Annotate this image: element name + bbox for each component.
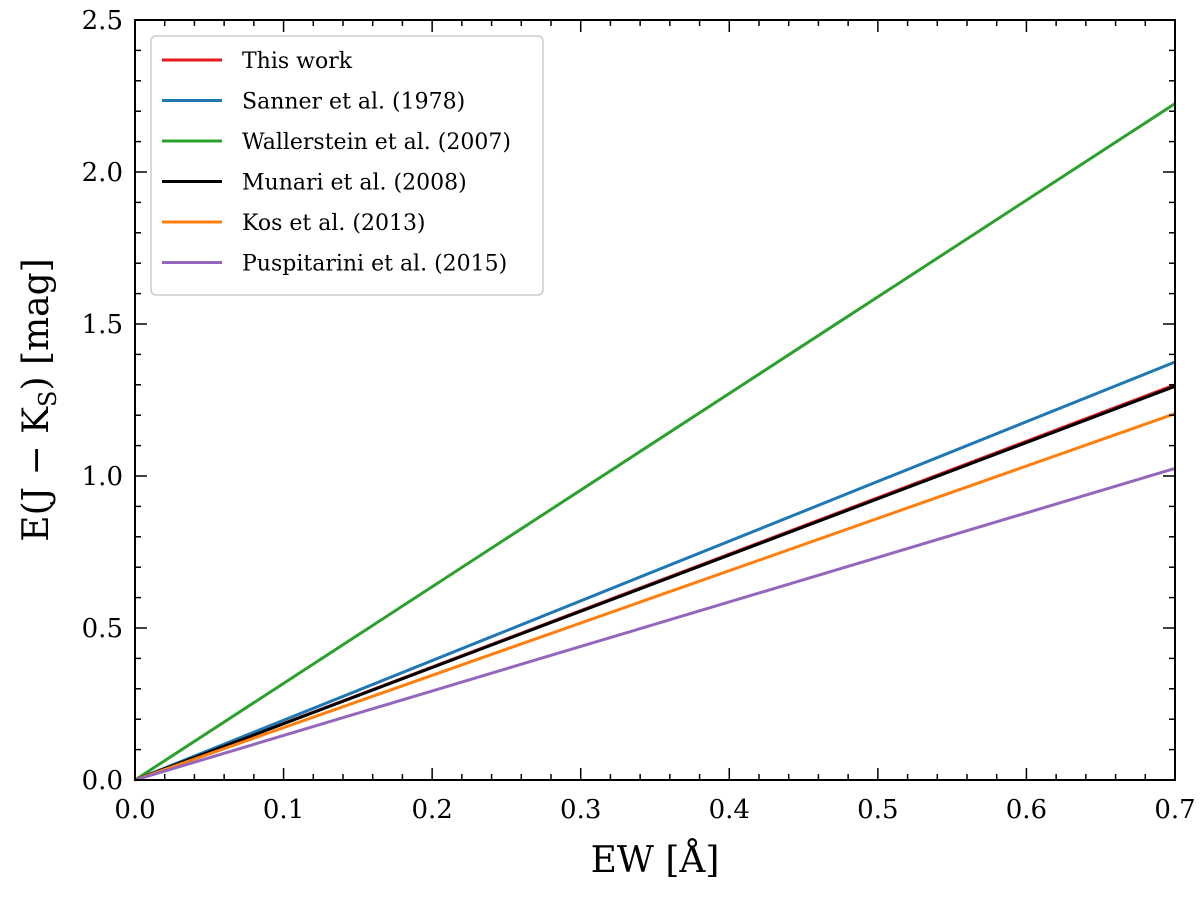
plot-frame: [134, 19, 1176, 781]
y-tick-label: 1.5: [82, 310, 123, 340]
series-line-1: [134, 360, 1176, 782]
y-tick-label: 1.0: [82, 462, 123, 492]
x-tick-label: 0.4: [709, 795, 750, 825]
x-tick-label: 0.6: [1006, 795, 1047, 825]
legend-label: Sanner et al. (1978): [242, 90, 465, 115]
legend-label: This work: [242, 49, 353, 74]
y-axis-title: E(J − KS) [mag]: [16, 258, 62, 541]
y-tick-label: 2.5: [82, 6, 123, 36]
y-axis-title-suffix: ) [mag]: [16, 258, 57, 390]
x-tick-label: 0.1: [263, 795, 304, 825]
x-tick-label: 0.7: [1154, 795, 1195, 825]
y-axis-title-subscript: S: [34, 391, 62, 407]
x-tick-label: 0.3: [560, 795, 601, 825]
x-tick-label: 0.2: [411, 795, 452, 825]
series-line-4: [134, 412, 1176, 782]
x-tick-label: 0.0: [114, 795, 155, 825]
y-tick-label: 0.0: [82, 766, 123, 796]
legend-label: Wallerstein et al. (2007): [242, 130, 511, 155]
tick-labels: 0.0 0.1 0.2 0.3 0.4 0.5 0.6 0.7 0.0 0.5 1.0 1.5 2.0 2…: [82, 6, 1196, 825]
plot-lines: [134, 102, 1176, 782]
legend-label: Kos et al. (2013): [242, 211, 426, 236]
series-line-5: [134, 466, 1176, 782]
legend: This work Sanner et al. (1978) Wallerstein…: [150, 35, 544, 296]
series-line-3: [134, 384, 1176, 782]
y-axis-title-main: E(J − K: [16, 406, 57, 542]
x-axis-title: EW [Å]: [591, 839, 720, 881]
series-line-2: [134, 102, 1176, 782]
y-tick-label: 2.0: [82, 158, 123, 188]
y-tick-label: 0.5: [82, 614, 123, 644]
x-tick-label: 0.5: [857, 795, 898, 825]
ticks: [134, 19, 1176, 781]
legend-label: Munari et al. (2008): [242, 171, 467, 196]
legend-box: [150, 35, 544, 296]
legend-label: Puspitarini et al. (2015): [242, 252, 507, 277]
